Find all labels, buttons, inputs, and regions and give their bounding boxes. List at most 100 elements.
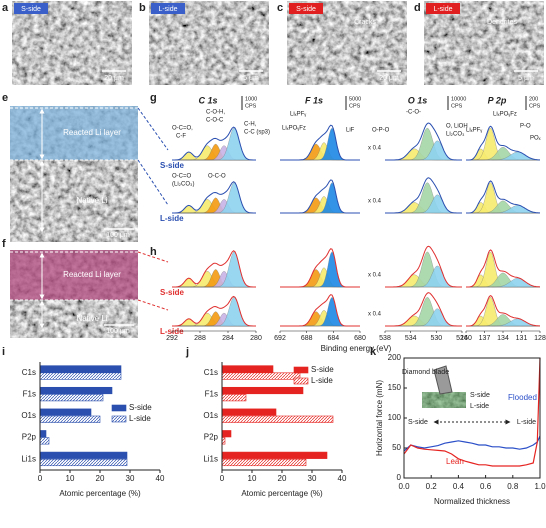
peak-annotation: (Li₂CO₃): [172, 182, 194, 188]
y-tick-label: C1s: [204, 368, 218, 377]
bar: [39, 394, 104, 402]
x-tick-label: 684: [327, 335, 339, 342]
panel-letter: e: [2, 92, 8, 104]
factor: x 0.4: [368, 312, 382, 318]
spectrum-envelope: [385, 177, 462, 214]
y-tick-label: 200: [388, 353, 402, 362]
scale-value: 10000: [451, 96, 466, 102]
scale-label: 100 μm: [106, 232, 130, 239]
label-box: [14, 3, 48, 14]
factor: x 0.4: [368, 273, 382, 279]
scale-value: 200: [529, 96, 538, 102]
layer-label: Native Li: [76, 314, 107, 323]
bar: [39, 430, 47, 438]
inset-label: L-side: [470, 403, 489, 410]
x-tick-label: 10: [66, 474, 75, 483]
series-label: Flooded: [508, 393, 537, 402]
peak-annotation: C-C (sp3): [244, 130, 270, 136]
scale-label: 20 μm: [379, 75, 399, 82]
factor: x 0.4: [368, 199, 382, 205]
legend-swatch: [111, 404, 127, 412]
peak-annotation: LiF: [346, 128, 355, 134]
diamond-blade: [433, 365, 453, 395]
peak-annotation: LiₓPFᵧ: [466, 128, 482, 134]
bar: [221, 394, 247, 402]
peak-annotation: LiₓPFᵧ: [290, 112, 306, 118]
y-tick-label: P2p: [22, 433, 37, 442]
x-tick-label: 30: [126, 474, 135, 483]
scale-label: 5 μm: [518, 75, 534, 82]
bar: [39, 365, 122, 373]
bar: [221, 458, 307, 467]
legend-label: L-side: [311, 376, 333, 385]
micrograph-label: S-side: [21, 6, 41, 13]
x-tick-label: 1.0: [534, 482, 546, 491]
x-tick-label: 134: [497, 335, 509, 342]
inset-label: Diamond blade: [402, 369, 449, 376]
x-tick-label: 40: [156, 474, 165, 483]
x-tick-label: 40: [338, 474, 347, 483]
y-tick-label: 100: [388, 413, 402, 422]
x-axis-label: Atomic percentage (%): [59, 489, 141, 498]
bar: [221, 372, 301, 380]
spectrum-envelope: [280, 248, 360, 288]
panel-letter: d: [414, 2, 421, 14]
label-box: [426, 3, 460, 14]
legend-label: S-side: [311, 365, 334, 374]
spectrum-envelope: [280, 124, 360, 161]
connector: [137, 251, 169, 311]
bar: [39, 372, 122, 380]
inset-label: S-side: [408, 419, 428, 426]
series-label: Lean: [446, 457, 464, 466]
x-axis-label: Binding energy (eV): [321, 344, 392, 353]
scale-value: 1000: [245, 96, 257, 102]
panel-letter: i: [2, 346, 5, 358]
peak-component: [385, 182, 462, 214]
micrograph-label: L-side: [158, 6, 177, 13]
side-label: S-side: [160, 161, 185, 170]
peak-annotation: LiₓPOᵧFz: [493, 112, 517, 118]
y-tick-label: 50: [392, 443, 401, 452]
y-tick-label: O1s: [203, 411, 218, 420]
x-tick-label: 20: [96, 474, 105, 483]
peak-component: [280, 142, 360, 161]
label-box: [151, 3, 185, 14]
bar: [221, 430, 232, 438]
spectrum-envelope: [466, 125, 540, 161]
peak-component: [280, 267, 360, 288]
x-tick-label: 288: [194, 335, 206, 342]
bar: [221, 365, 274, 373]
spectrum-envelope: [172, 126, 256, 161]
x-tick-label: 534: [405, 335, 417, 342]
panel-letter: c: [277, 2, 283, 14]
x-tick-label: 292: [166, 335, 178, 342]
peak-annotation: -C-O-: [406, 110, 421, 116]
annotation: Dendrites: [487, 19, 517, 26]
legend-swatch: [293, 377, 309, 385]
legend-swatch: [111, 415, 127, 423]
scale-unit: CPS: [529, 103, 541, 109]
annotation: Cracks: [354, 19, 376, 26]
y-tick-label: Li1s: [21, 454, 36, 463]
x-tick-label: 0: [220, 474, 225, 483]
peak-annotation: Li₂CO₃: [446, 132, 465, 138]
x-tick-label: 128: [534, 335, 546, 342]
y-tick-label: O1s: [21, 411, 36, 420]
bar: [39, 458, 128, 467]
y-tick-label: P2p: [204, 433, 219, 442]
y-axis-label: Horizontal force (mN): [375, 380, 384, 456]
y-tick-label: 0: [397, 473, 402, 482]
bar: [221, 415, 334, 423]
peak-component: [280, 310, 360, 327]
bar: [39, 415, 101, 423]
scale-label: 20 μm: [104, 75, 124, 82]
micrograph-label: L-side: [433, 6, 452, 13]
peak-annotation: O-C-O: [208, 174, 226, 180]
spectrum-envelope: [280, 294, 360, 327]
x-tick-label: 526: [456, 335, 468, 342]
y-tick-label: Li1s: [203, 454, 218, 463]
panel-letter: h: [150, 246, 157, 258]
peak-annotation: P-O: [520, 124, 531, 130]
x-tick-label: 0.2: [426, 482, 438, 491]
